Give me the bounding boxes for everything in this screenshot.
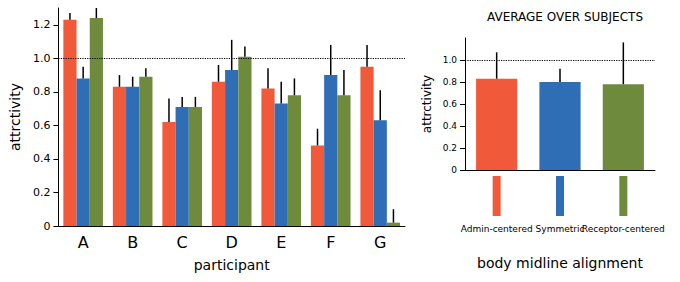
svg-text:A: A [78,233,89,252]
svg-text:1.2: 1.2 [33,18,51,31]
svg-text:AVERAGE OVER SUBJECTS: AVERAGE OVER SUBJECTS [487,10,643,24]
svg-text:G: G [374,233,386,252]
svg-text:F: F [326,233,335,252]
svg-text:0.8: 0.8 [33,85,51,98]
svg-text:1.0: 1.0 [443,55,458,65]
svg-text:0.4: 0.4 [443,121,458,131]
svg-text:Symmetric: Symmetric [536,224,585,234]
svg-text:0.2: 0.2 [33,186,51,199]
svg-text:0: 0 [43,220,50,233]
svg-text:0.4: 0.4 [33,152,51,165]
svg-text:0.6: 0.6 [443,99,458,109]
svg-text:D: D [226,233,238,252]
svg-text:Receptor-centered: Receptor-centered [582,224,665,234]
svg-text:0.2: 0.2 [443,143,457,153]
svg-text:attrctivity: attrctivity [7,83,23,151]
svg-text:0.6: 0.6 [33,119,51,132]
svg-text:attrctivity: attrctivity [420,75,434,133]
svg-text:Admin-centered: Admin-centered [461,224,533,234]
svg-text:1.0: 1.0 [33,52,51,65]
svg-text:0: 0 [451,165,457,175]
svg-text:B: B [127,233,138,252]
svg-text:E: E [276,233,286,252]
svg-text:0.8: 0.8 [443,77,458,87]
svg-text:C: C [177,233,188,252]
svg-text:participant: participant [194,257,271,273]
svg-text:body midline alignment: body midline alignment [477,255,643,271]
